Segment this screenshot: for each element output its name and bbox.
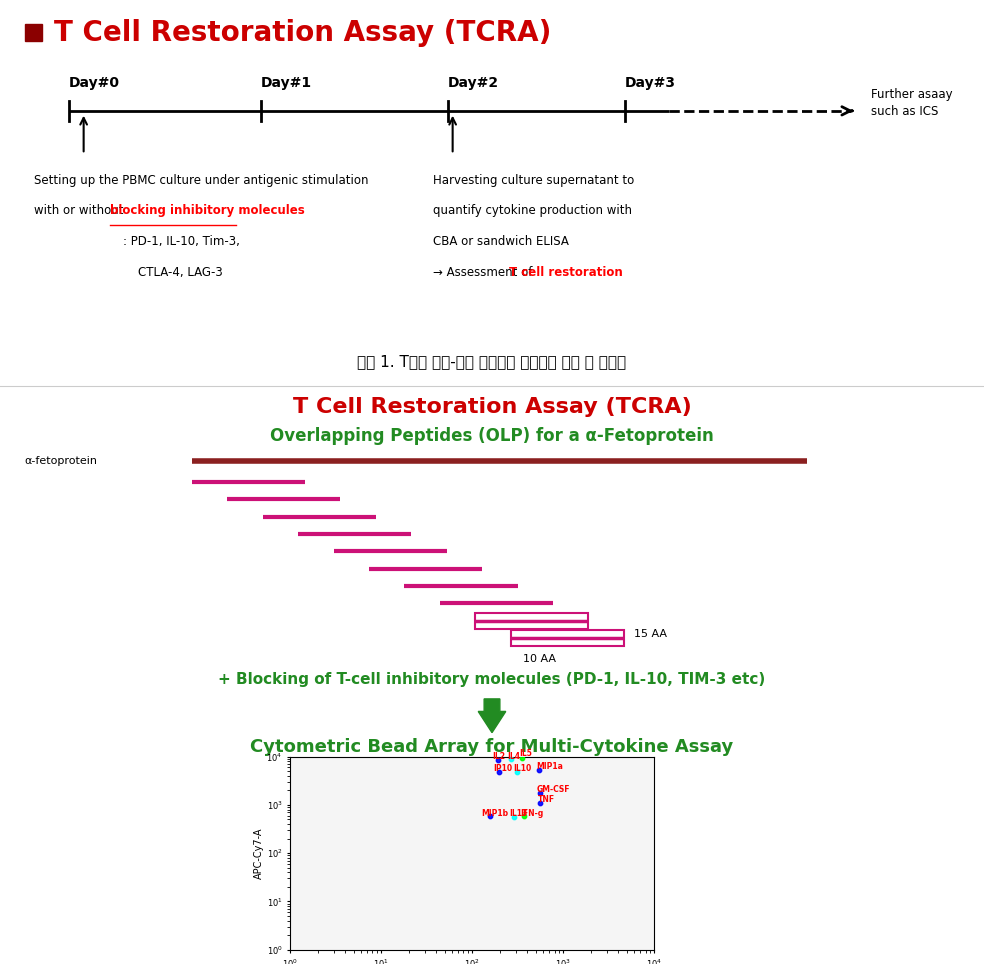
Text: Harvesting culture supernatant to: Harvesting culture supernatant to bbox=[433, 174, 635, 186]
Text: 15 AA: 15 AA bbox=[634, 629, 667, 639]
Text: IL5: IL5 bbox=[520, 749, 532, 759]
Text: GM-CSF: GM-CSF bbox=[536, 785, 570, 793]
Bar bbox=[475, 613, 588, 629]
Text: Overlapping Peptides (OLP) for a α-Fetoprotein: Overlapping Peptides (OLP) for a α-Fetop… bbox=[271, 427, 713, 444]
Point bbox=[503, 752, 519, 767]
Text: quantify cytokine production with: quantify cytokine production with bbox=[433, 204, 632, 217]
Point bbox=[490, 753, 506, 768]
Point bbox=[491, 764, 507, 780]
Point bbox=[531, 763, 547, 778]
Text: Day#2: Day#2 bbox=[448, 76, 499, 90]
Text: IL2: IL2 bbox=[492, 752, 505, 761]
Text: : PD-1, IL-10, Tim-3,: : PD-1, IL-10, Tim-3, bbox=[123, 235, 240, 248]
Text: CBA or sandwich ELISA: CBA or sandwich ELISA bbox=[433, 235, 569, 248]
Text: 그림 1. T세포 억제-차단 시험법의 대략적인 개요 및 스케줄: 그림 1. T세포 억제-차단 시험법의 대략적인 개요 및 스케줄 bbox=[357, 354, 627, 369]
Text: T cell restoration: T cell restoration bbox=[509, 266, 622, 279]
Text: IL13: IL13 bbox=[510, 809, 527, 817]
Text: Day#0: Day#0 bbox=[69, 76, 120, 90]
Text: α-fetoprotein: α-fetoprotein bbox=[25, 456, 97, 466]
Text: + Blocking of T-cell inhibitory molecules (PD-1, IL-10, TIM-3 etc): + Blocking of T-cell inhibitory molecule… bbox=[218, 672, 766, 687]
Text: Cytometric Bead Array for Multi-Cytokine Assay: Cytometric Bead Array for Multi-Cytokine… bbox=[250, 738, 734, 756]
Point bbox=[532, 795, 548, 811]
Text: Day#3: Day#3 bbox=[625, 76, 676, 90]
Point bbox=[517, 808, 532, 823]
Point bbox=[514, 750, 529, 765]
Text: TNF: TNF bbox=[537, 795, 555, 804]
Point bbox=[482, 809, 498, 824]
Text: Further asaay
such as ICS: Further asaay such as ICS bbox=[871, 88, 953, 119]
Bar bbox=[511, 630, 624, 646]
Text: with or without: with or without bbox=[34, 204, 128, 217]
Text: T Cell Restoration Assay (TCRA): T Cell Restoration Assay (TCRA) bbox=[54, 18, 551, 47]
Point bbox=[509, 764, 524, 780]
Text: → Assessment of: → Assessment of bbox=[433, 266, 536, 279]
Text: IL4: IL4 bbox=[507, 752, 520, 761]
Point bbox=[531, 785, 547, 800]
Point bbox=[506, 809, 522, 824]
Text: blocking inhibitory molecules: blocking inhibitory molecules bbox=[110, 204, 305, 217]
Text: Day#1: Day#1 bbox=[261, 76, 312, 90]
Y-axis label: APC-Cy7-A: APC-Cy7-A bbox=[254, 827, 264, 879]
Text: T Cell Restoration Assay (TCRA): T Cell Restoration Assay (TCRA) bbox=[292, 397, 692, 416]
Text: 10 AA: 10 AA bbox=[523, 655, 556, 664]
Text: IFN-g: IFN-g bbox=[521, 809, 544, 817]
Bar bbox=[25, 24, 42, 41]
Text: IP10: IP10 bbox=[493, 764, 513, 773]
Text: CTLA-4, LAG-3: CTLA-4, LAG-3 bbox=[138, 266, 222, 279]
Text: MIP1b: MIP1b bbox=[481, 809, 509, 817]
FancyArrow shape bbox=[478, 699, 506, 733]
Text: MIP1a: MIP1a bbox=[536, 763, 564, 771]
Text: Setting up the PBMC culture under antigenic stimulation: Setting up the PBMC culture under antige… bbox=[34, 174, 369, 186]
Text: IL10: IL10 bbox=[514, 764, 532, 773]
